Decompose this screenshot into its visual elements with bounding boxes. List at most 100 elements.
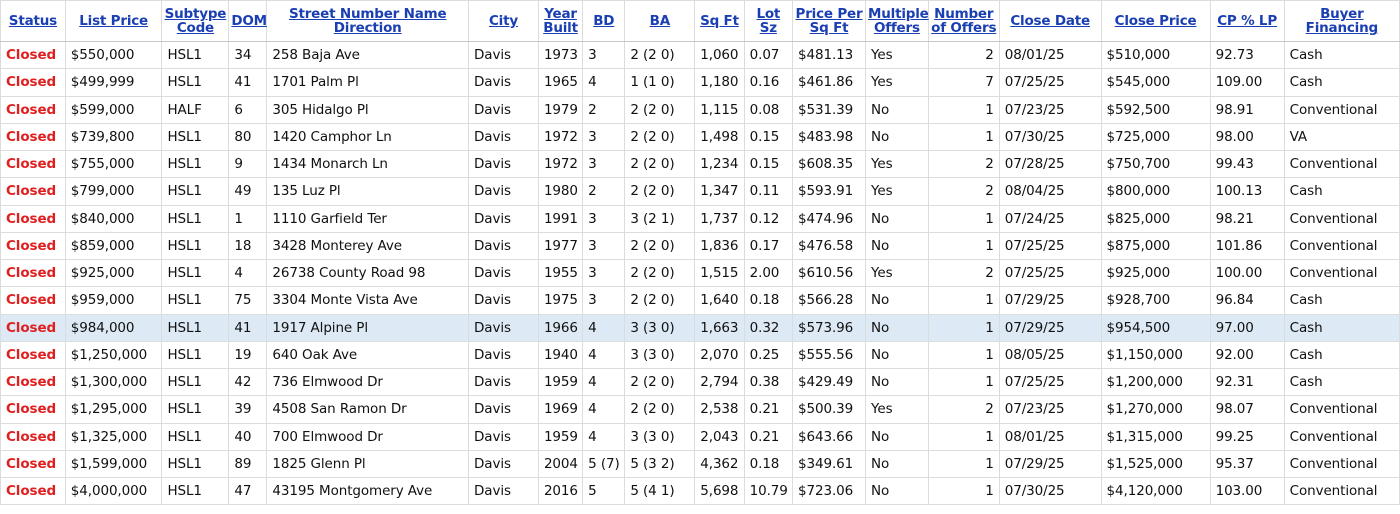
cell-close-price: $1,525,000 bbox=[1100, 449, 1211, 479]
column-header-status[interactable]: Status bbox=[0, 0, 66, 42]
cell-buyer-financing: Conventional bbox=[1283, 231, 1400, 261]
cell-buyer-financing: Cash bbox=[1283, 68, 1400, 97]
cell-cp-lp: 103.00 bbox=[1209, 476, 1285, 506]
column-header-cp-lp[interactable]: CP % LP bbox=[1209, 0, 1285, 42]
cell-price-per-sq-ft: $610.56 bbox=[791, 258, 867, 288]
cell-dom: 89 bbox=[228, 449, 268, 479]
cell-dom: 4 bbox=[228, 258, 268, 288]
cell-bd: 3 bbox=[582, 149, 626, 179]
table-row[interactable]: Closed $799,000 HSL1 49 135 Luz Pl Davis 1980 2… bbox=[0, 177, 1400, 206]
cell-close-price: $750,700 bbox=[1100, 149, 1211, 179]
cell-multiple-offers: No bbox=[865, 340, 929, 370]
cell-close-price: $954,500 bbox=[1100, 313, 1211, 342]
cell-city: Davis bbox=[468, 177, 539, 206]
table-row[interactable]: Closed $984,000 HSL1 41 1917 Alpine Pl Davis 1… bbox=[0, 313, 1400, 342]
cell-multiple-offers: No bbox=[865, 313, 929, 342]
column-header-sq-ft[interactable]: Sq Ft bbox=[694, 0, 745, 42]
cell-lot-sz: 0.12 bbox=[743, 204, 793, 233]
cell-ba: 2 (2 0) bbox=[624, 258, 696, 288]
column-header-multiple-offers[interactable]: Multiple Offers bbox=[865, 0, 929, 42]
column-header-number-of-offers[interactable]: Number of Offers bbox=[927, 0, 1000, 42]
cell-subtype-code: HSL1 bbox=[161, 258, 230, 288]
column-header-ba[interactable]: BA bbox=[624, 0, 696, 42]
cell-dom: 41 bbox=[228, 313, 268, 342]
cell-multiple-offers: No bbox=[865, 204, 929, 233]
column-header-close-price[interactable]: Close Price bbox=[1100, 0, 1211, 42]
cell-bd: 2 bbox=[582, 177, 626, 206]
cell-number-of-offers: 1 bbox=[927, 449, 1000, 479]
cell-cp-lp: 99.25 bbox=[1209, 422, 1285, 451]
cell-close-price: $1,150,000 bbox=[1100, 340, 1211, 370]
table-row[interactable]: Closed $1,300,000 HSL1 42 736 Elmwood Dr Davi… bbox=[0, 367, 1400, 397]
cell-year-built: 1975 bbox=[537, 286, 584, 315]
cell-status: Closed bbox=[0, 367, 66, 397]
cell-ba: 2 (2 0) bbox=[624, 367, 696, 397]
cell-list-price: $1,295,000 bbox=[64, 395, 163, 424]
cell-cp-lp: 92.73 bbox=[1209, 40, 1285, 70]
cell-year-built: 1955 bbox=[537, 258, 584, 288]
cell-price-per-sq-ft: $643.66 bbox=[791, 422, 867, 451]
table-row[interactable]: Closed $840,000 HSL1 1 1110 Garfield Ter Davi… bbox=[0, 204, 1400, 233]
table-row[interactable]: Closed $1,250,000 HSL1 19 640 Oak Ave Davis 19… bbox=[0, 340, 1400, 370]
cell-sq-ft: 1,060 bbox=[694, 40, 745, 70]
cell-close-date: 08/01/25 bbox=[998, 422, 1102, 451]
column-header-lot-sz[interactable]: Lot Sz bbox=[743, 0, 793, 42]
column-header-year-built[interactable]: Year Built bbox=[537, 0, 584, 42]
cell-year-built: 2016 bbox=[537, 476, 584, 506]
cell-street-number-name-direction: 1701 Palm Pl bbox=[266, 68, 469, 97]
cell-close-price: $1,270,000 bbox=[1100, 395, 1211, 424]
cell-ba: 2 (2 0) bbox=[624, 286, 696, 315]
cell-street-number-name-direction: 700 Elmwood Dr bbox=[266, 422, 469, 451]
column-header-subtype-code[interactable]: Subtype Code bbox=[161, 0, 230, 42]
cell-list-price: $1,300,000 bbox=[64, 367, 163, 397]
table-row[interactable]: Closed $925,000 HSL1 4 26738 County Road 98 D… bbox=[0, 258, 1400, 288]
cell-subtype-code: HSL1 bbox=[161, 204, 230, 233]
cell-lot-sz: 0.32 bbox=[743, 313, 793, 342]
cell-bd: 3 bbox=[582, 204, 626, 233]
cell-close-date: 08/01/25 bbox=[998, 40, 1102, 70]
table-row[interactable]: Closed $599,000 HALF 6 305 Hidalgo Pl Davis 19… bbox=[0, 95, 1400, 124]
cell-subtype-code: HSL1 bbox=[161, 149, 230, 179]
column-header-close-date[interactable]: Close Date bbox=[998, 0, 1102, 42]
cell-sq-ft: 1,234 bbox=[694, 149, 745, 179]
cell-close-date: 07/25/25 bbox=[998, 68, 1102, 97]
column-header-city[interactable]: City bbox=[468, 0, 539, 42]
cell-city: Davis bbox=[468, 340, 539, 370]
column-header-street-number-name-direction[interactable]: Street Number Name Direction bbox=[266, 0, 469, 42]
table-row[interactable]: Closed $550,000 HSL1 34 258 Baja Ave Davis 197… bbox=[0, 40, 1400, 70]
cell-sq-ft: 4,362 bbox=[694, 449, 745, 479]
cell-lot-sz: 0.15 bbox=[743, 122, 793, 152]
table-row[interactable]: Closed $4,000,000 HSL1 47 43195 Montgomery A… bbox=[0, 476, 1400, 506]
column-header-list-price[interactable]: List Price bbox=[64, 0, 163, 42]
table-row[interactable]: Closed $1,295,000 HSL1 39 4508 San Ramon Dr D… bbox=[0, 395, 1400, 424]
column-header-dom[interactable]: DOM bbox=[228, 0, 268, 42]
cell-close-date: 07/29/25 bbox=[998, 449, 1102, 479]
cell-number-of-offers: 2 bbox=[927, 177, 1000, 206]
table-row[interactable]: Closed $859,000 HSL1 18 3428 Monterey Ave Dav… bbox=[0, 231, 1400, 261]
table-row[interactable]: Closed $959,000 HSL1 75 3304 Monte Vista Ave… bbox=[0, 286, 1400, 315]
table-row[interactable]: Closed $739,800 HSL1 80 1420 Camphor Ln Davis… bbox=[0, 122, 1400, 152]
table-row[interactable]: Closed $1,599,000 HSL1 89 1825 Glenn Pl Davis… bbox=[0, 449, 1400, 479]
column-header-price-per-sq-ft[interactable]: Price Per Sq Ft bbox=[791, 0, 867, 42]
column-header-buyer-financing[interactable]: Buyer Financing bbox=[1283, 0, 1400, 42]
cell-status: Closed bbox=[0, 449, 66, 479]
cell-close-date: 07/25/25 bbox=[998, 231, 1102, 261]
table-row[interactable]: Closed $499,999 HSL1 41 1701 Palm Pl Davis 196… bbox=[0, 68, 1400, 97]
cell-ba: 2 (2 0) bbox=[624, 40, 696, 70]
cell-buyer-financing: Conventional bbox=[1283, 449, 1400, 479]
cell-city: Davis bbox=[468, 68, 539, 97]
cell-year-built: 1977 bbox=[537, 231, 584, 261]
cell-city: Davis bbox=[468, 40, 539, 70]
cell-close-price: $928,700 bbox=[1100, 286, 1211, 315]
cell-buyer-financing: Cash bbox=[1283, 40, 1400, 70]
cell-ba: 2 (2 0) bbox=[624, 149, 696, 179]
cell-subtype-code: HSL1 bbox=[161, 286, 230, 315]
cell-price-per-sq-ft: $608.35 bbox=[791, 149, 867, 179]
table-row[interactable]: Closed $1,325,000 HSL1 40 700 Elmwood Dr Davi… bbox=[0, 422, 1400, 451]
column-header-bd[interactable]: BD bbox=[582, 0, 626, 42]
table-row[interactable]: Closed $755,000 HSL1 9 1434 Monarch Ln Davis 1… bbox=[0, 149, 1400, 179]
cell-status: Closed bbox=[0, 231, 66, 261]
cell-price-per-sq-ft: $500.39 bbox=[791, 395, 867, 424]
cell-buyer-financing: Cash bbox=[1283, 286, 1400, 315]
